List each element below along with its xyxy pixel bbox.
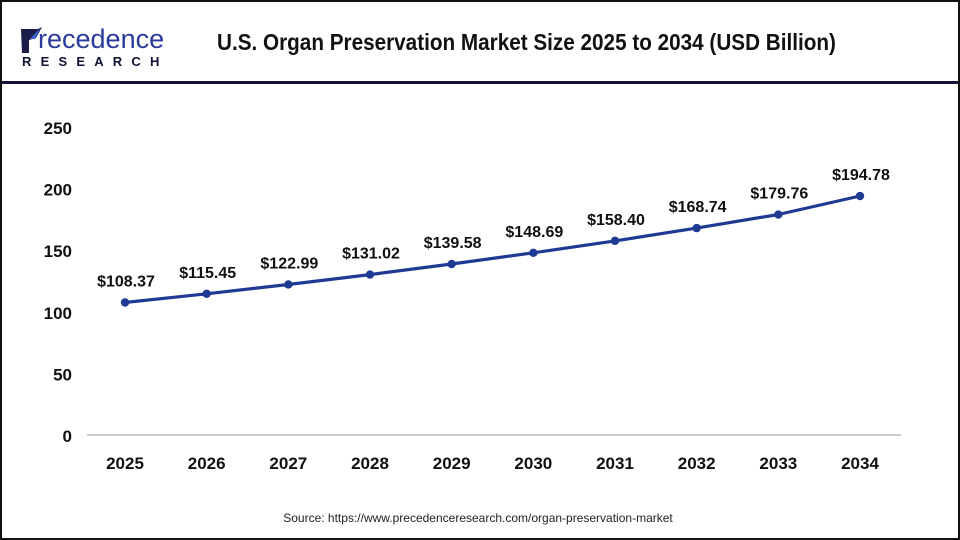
data-point-marker xyxy=(284,280,293,289)
logo-word: recedence xyxy=(38,24,165,54)
brand-logo: Precedence RESEARCH xyxy=(16,24,169,69)
data-point-marker xyxy=(855,191,865,201)
data-label: $122.99 xyxy=(260,255,318,272)
x-tick-label: 2026 xyxy=(188,454,226,473)
y-tick-label: 200 xyxy=(44,181,72,200)
data-point-marker xyxy=(774,210,783,219)
data-label: $139.58 xyxy=(424,235,482,252)
header: Precedence RESEARCH U.S. Organ Preservat… xyxy=(2,2,958,80)
data-point-marker xyxy=(692,223,701,233)
data-labels: $108.37 $115.45 $122.99 $131.02 $139.58 $148.… xyxy=(97,167,890,290)
data-label: $168.74 xyxy=(669,199,727,216)
data-point-marker xyxy=(365,270,375,279)
data-point-marker xyxy=(120,298,130,307)
y-tick-label: 250 xyxy=(44,119,72,138)
x-tick-label: 2029 xyxy=(433,454,471,473)
x-tick-label: 2032 xyxy=(678,454,716,473)
x-tick-label: 2034 xyxy=(841,454,879,473)
logo-subtext: RESEARCH xyxy=(22,54,169,69)
y-tick-label: 0 xyxy=(63,427,72,446)
x-tick-label: 2030 xyxy=(514,454,552,473)
y-tick-label: 100 xyxy=(44,304,72,323)
data-label: $108.37 xyxy=(97,273,155,290)
y-axis: 0 50 100 150 200 250 xyxy=(44,119,72,446)
y-tick-label: 50 xyxy=(53,365,72,384)
x-tick-label: 2025 xyxy=(106,454,144,473)
series-line xyxy=(123,194,862,305)
data-point-marker xyxy=(447,259,456,269)
data-label: $179.76 xyxy=(750,186,808,203)
data-label: $115.45 xyxy=(179,265,236,282)
y-tick-label: 150 xyxy=(44,242,72,261)
source-note: Source: https://www.precedenceresearch.c… xyxy=(283,511,673,525)
x-tick-label: 2033 xyxy=(759,454,797,473)
x-tick-label: 2031 xyxy=(596,454,634,473)
logo-feather-icon xyxy=(21,27,42,53)
data-point-marker xyxy=(202,289,211,298)
chart-title: U.S. Organ Preservation Market Size 2025… xyxy=(217,29,836,55)
series-markers xyxy=(120,191,865,307)
data-label: $194.78 xyxy=(832,167,890,184)
data-point-marker xyxy=(610,236,620,246)
data-label: $148.69 xyxy=(505,224,563,241)
data-point-marker xyxy=(529,248,538,258)
x-tick-label: 2027 xyxy=(269,454,307,473)
header-divider xyxy=(2,81,958,84)
data-label: $131.02 xyxy=(342,246,400,263)
x-tick-label: 2028 xyxy=(351,454,389,473)
x-axis: 2025 2026 2027 2028 2029 2030 2031 2032 2033 2034 xyxy=(106,454,879,473)
logo-wordmark: Precedence xyxy=(20,24,164,54)
data-label: $158.40 xyxy=(587,212,645,229)
